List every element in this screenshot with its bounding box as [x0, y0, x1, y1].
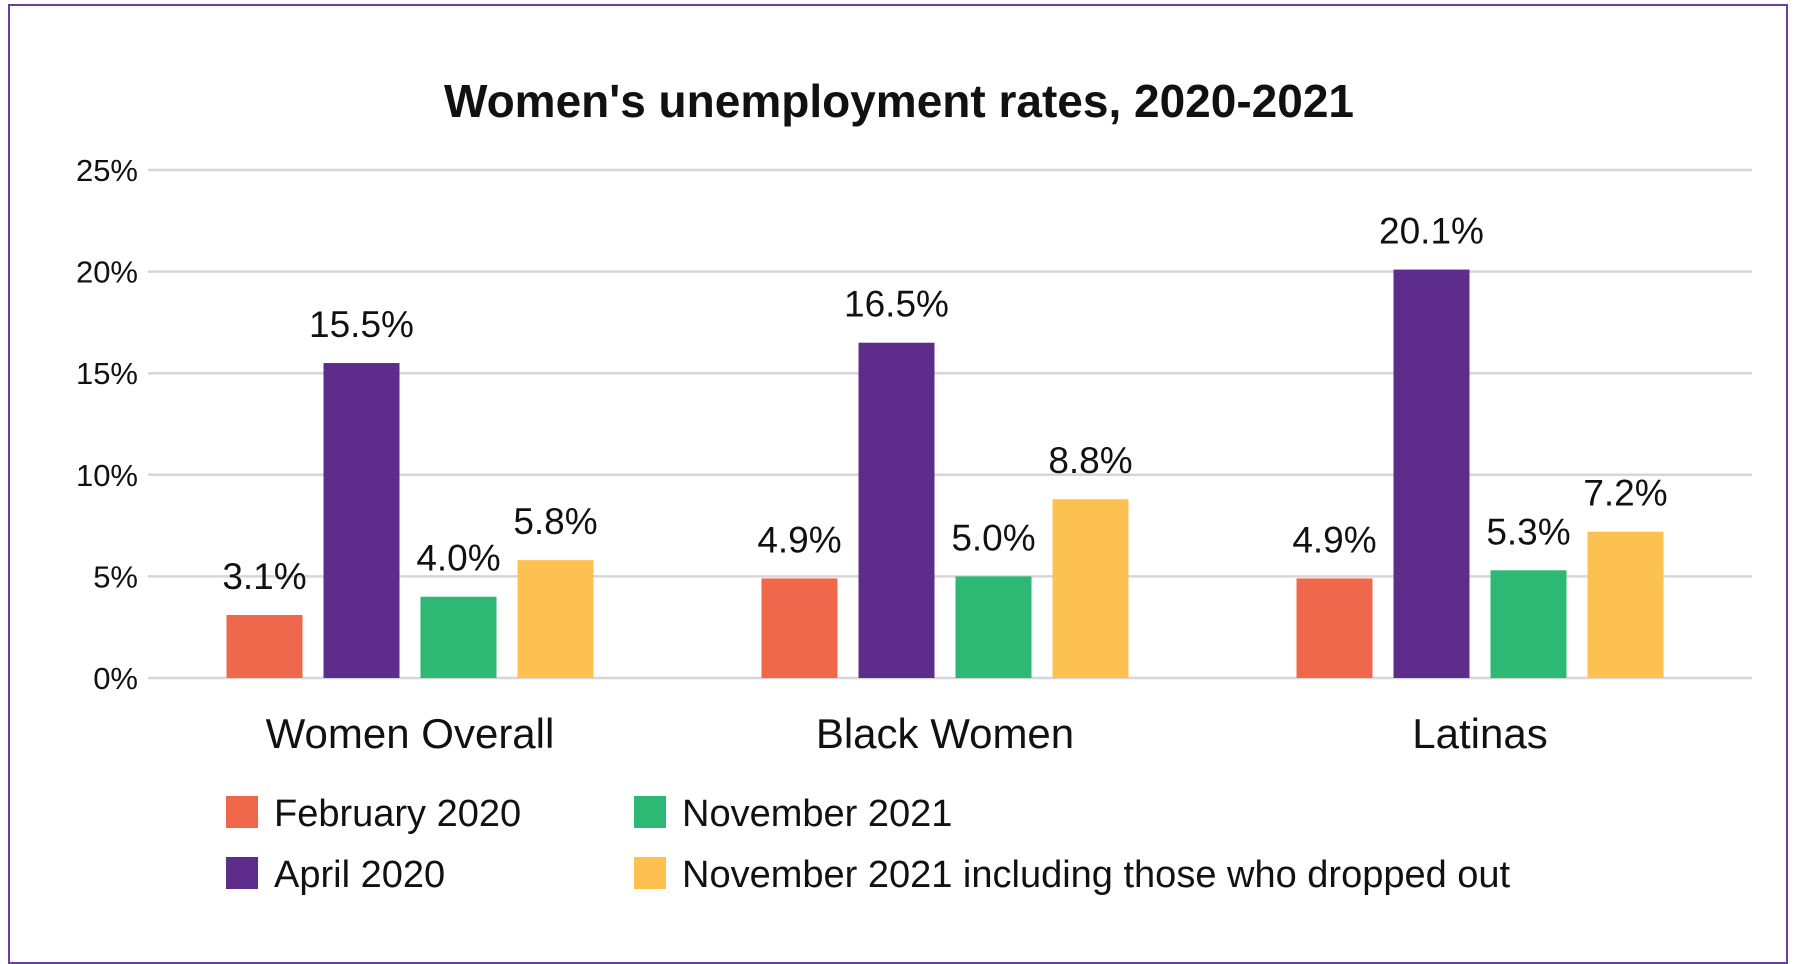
data-label: 16.5% — [844, 284, 949, 325]
data-label: 3.1% — [222, 556, 306, 597]
bar — [955, 576, 1032, 678]
y-tick-label: 25% — [76, 153, 138, 188]
x-axis: Women Overall Black Women Latinas — [266, 710, 1548, 757]
legend-item: November 2021 — [634, 793, 952, 835]
y-tick-label: 15% — [76, 356, 138, 391]
legend-label: April 2020 — [274, 854, 445, 896]
legend-item: April 2020 — [226, 854, 445, 896]
bar — [420, 596, 497, 678]
data-label: 15.5% — [309, 304, 414, 345]
legend-swatch — [226, 796, 258, 828]
x-tick-label: Women Overall — [266, 710, 555, 757]
bar — [1587, 531, 1664, 678]
bar — [323, 363, 400, 678]
bar — [1052, 499, 1129, 678]
legend-swatch — [634, 796, 666, 828]
bar — [517, 560, 594, 678]
bar — [226, 615, 303, 678]
legend: February 2020 April 2020 November 2021 Nove… — [226, 793, 1511, 896]
legend-label: November 2021 including those who droppe… — [682, 854, 1511, 896]
legend-label: November 2021 — [682, 793, 952, 835]
legend-swatch — [634, 857, 666, 889]
data-label: 4.9% — [1292, 519, 1376, 560]
data-label: 4.9% — [757, 519, 841, 560]
data-label: 20.1% — [1379, 211, 1484, 252]
y-tick-label: 0% — [93, 661, 138, 696]
legend-item: November 2021 including those who droppe… — [634, 854, 1511, 896]
data-label: 5.8% — [513, 501, 597, 542]
data-label: 4.0% — [416, 538, 500, 579]
bar — [1490, 570, 1567, 678]
bars — [226, 269, 1664, 678]
y-tick-label: 10% — [76, 458, 138, 493]
bar — [858, 342, 935, 678]
x-tick-label: Black Women — [816, 710, 1074, 757]
legend-swatch — [226, 857, 258, 889]
y-axis: 0% 5% 10% 15% 20% 25% — [76, 153, 138, 696]
data-label: 7.2% — [1583, 473, 1667, 514]
chart-title: Women's unemployment rates, 2020-2021 — [444, 75, 1354, 127]
bar — [761, 578, 838, 678]
data-label: 8.8% — [1048, 440, 1132, 481]
y-tick-label: 5% — [93, 559, 138, 594]
bar — [1296, 578, 1373, 678]
data-label: 5.3% — [1486, 511, 1570, 552]
y-tick-label: 20% — [76, 255, 138, 290]
data-labels: 3.1% 15.5% 4.0% 5.8% 4.9% 16.5% 5.0% 8.8% 4.9% 20… — [222, 211, 1667, 597]
data-label: 5.0% — [951, 517, 1035, 558]
grid-lines — [148, 168, 1752, 680]
legend-item: February 2020 — [226, 793, 521, 835]
bar — [1393, 269, 1470, 678]
x-tick-label: Latinas — [1412, 710, 1547, 757]
legend-label: February 2020 — [274, 793, 521, 835]
